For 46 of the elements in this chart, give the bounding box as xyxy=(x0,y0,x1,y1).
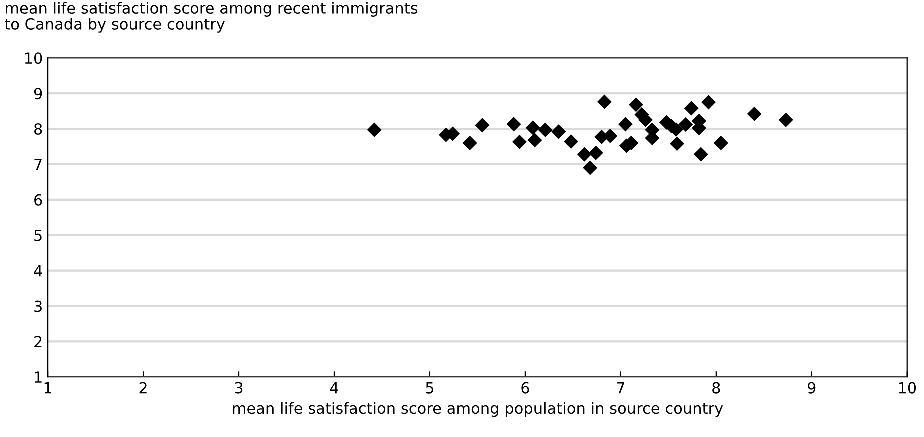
point xyxy=(552,124,566,140)
point xyxy=(694,147,708,162)
point xyxy=(577,147,592,162)
y-tick-label: 5 xyxy=(34,230,42,242)
y-tick-label: 4 xyxy=(34,265,42,277)
point xyxy=(506,117,522,132)
point xyxy=(670,136,685,152)
y-tick-label: 6 xyxy=(34,194,42,206)
x-tick-label: 2 xyxy=(140,382,147,394)
x-tick-label: 9 xyxy=(808,382,816,394)
point xyxy=(583,160,598,176)
y-tick-label: 10 xyxy=(25,52,42,64)
x-tick-label: 1 xyxy=(44,382,52,394)
point xyxy=(564,134,579,150)
point xyxy=(462,136,478,150)
x-tick-label: 7 xyxy=(617,382,624,394)
point xyxy=(528,133,542,148)
point xyxy=(714,136,728,150)
y-tick-label: 9 xyxy=(34,88,42,100)
y-tick-label: 2 xyxy=(34,336,42,348)
x-tick-label: 4 xyxy=(330,382,338,394)
point xyxy=(628,98,644,112)
point xyxy=(475,118,490,133)
x-tick-label: 6 xyxy=(522,382,530,394)
y-tick-label: 7 xyxy=(34,159,42,170)
point xyxy=(367,122,382,138)
point xyxy=(538,122,553,138)
y-tick-label: 8 xyxy=(34,123,42,136)
x-tick-label: 3 xyxy=(235,382,243,394)
point xyxy=(701,95,716,110)
point xyxy=(678,117,694,132)
x-tick-label: 8 xyxy=(712,382,720,394)
point xyxy=(597,94,612,110)
point xyxy=(512,134,528,150)
x-axis-title: mean life satisfaction score among population in source country xyxy=(233,402,724,418)
x-tick-label: 5 xyxy=(426,382,434,394)
y-tick-label: 1 xyxy=(35,372,42,383)
point xyxy=(618,117,633,132)
y-tick-label: 3 xyxy=(34,300,42,312)
point xyxy=(778,112,794,128)
chart-title: mean life satisfaction score among recent immigrants to Canada by source country xyxy=(5,2,418,33)
point xyxy=(588,146,604,160)
point xyxy=(684,101,699,116)
x-tick-label: 10 xyxy=(899,382,916,394)
point xyxy=(747,106,762,122)
point xyxy=(526,120,540,136)
